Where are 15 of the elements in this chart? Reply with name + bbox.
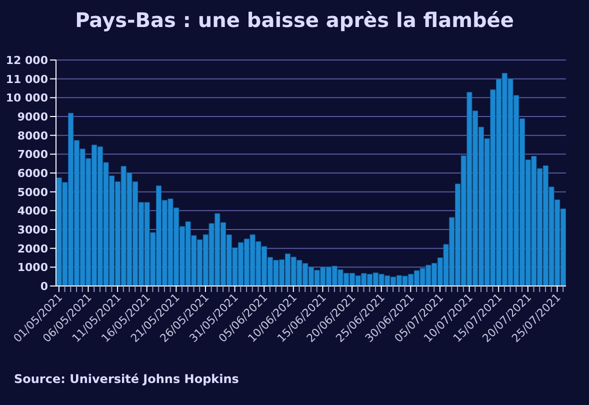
- y-tick-label: 6000: [17, 167, 48, 180]
- source-note: Source: Université Johns Hopkins: [14, 372, 239, 386]
- y-tick-label: 12 000: [6, 54, 48, 67]
- y-tick-label: 10 000: [6, 92, 48, 105]
- y-tick-label: 0: [40, 280, 48, 293]
- chart-title: Pays-Bas : une baisse après la flambée: [74, 8, 515, 32]
- y-tick-label: 1000: [17, 261, 48, 274]
- y-tick-label: 9000: [17, 110, 48, 124]
- y-tick-label: 11 000: [6, 72, 48, 86]
- y-tick-label: 7000: [17, 148, 48, 162]
- y-tick-label: 4000: [17, 204, 48, 218]
- y-tick-label: 3000: [17, 224, 48, 236]
- y-tick-label: 2000: [17, 242, 48, 256]
- y-tick-label: 8000: [17, 129, 48, 142]
- y-tick-label: 5000: [17, 186, 48, 199]
